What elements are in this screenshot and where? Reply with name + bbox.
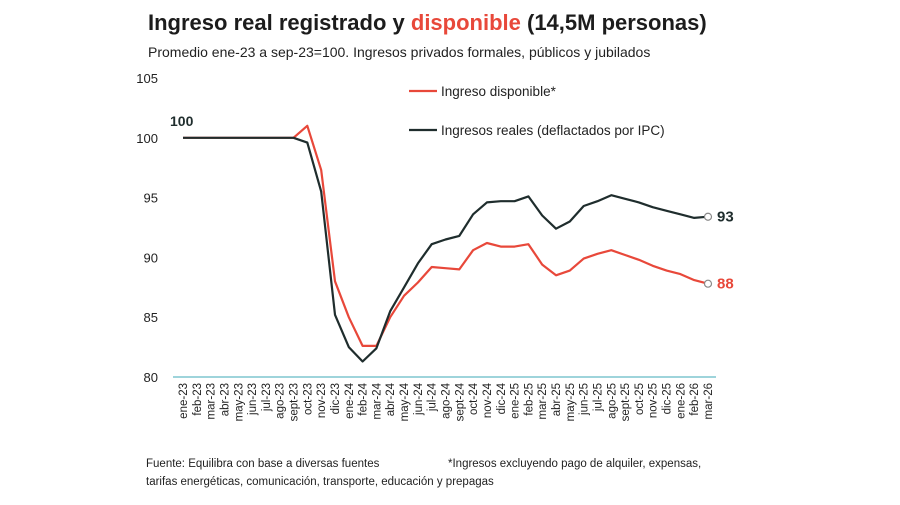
- x-tick-label: ago-23: [275, 383, 287, 419]
- legend-label-disponible: Ingreso disponible*: [441, 84, 557, 99]
- series-line-disponible: [183, 124, 709, 347]
- x-tick-label: ene-25: [510, 383, 522, 419]
- x-tick-label: dic-24: [496, 382, 508, 414]
- x-tick-label: mar-24: [371, 382, 383, 419]
- y-tick-label: 95: [144, 191, 158, 206]
- x-tick-label: ene-26: [675, 383, 687, 419]
- source-note-line2: tarifas energéticas, comunicación, trans…: [146, 476, 494, 488]
- title-prefix: Ingreso real registrado y: [148, 10, 411, 35]
- end-marker-reales: [703, 212, 713, 221]
- chart-subtitle: Promedio ene-23 a sep-23=100. Ingresos p…: [148, 44, 651, 60]
- x-tick-label: jun-24: [413, 382, 425, 416]
- end-marker-disponible: [703, 279, 713, 288]
- start-label-reales: 100: [170, 113, 194, 129]
- x-tick-label: feb-24: [358, 382, 370, 415]
- x-tick-label: nov-24: [482, 382, 494, 418]
- x-tick-label: ene-23: [178, 383, 190, 419]
- title-highlight: disponible: [410, 10, 521, 35]
- x-tick-label: sept-24: [454, 382, 466, 421]
- x-tick-label: mar-26: [703, 383, 715, 419]
- y-tick-label: 80: [144, 370, 158, 385]
- x-tick-label: abr-25: [551, 383, 563, 416]
- x-tick-label: nov-23: [316, 383, 328, 418]
- x-tick-label: sept-25: [620, 383, 632, 421]
- x-tick-label: oct-23: [302, 383, 314, 415]
- legend-label-reales: Ingresos reales (deflactados por IPC): [441, 123, 665, 138]
- x-tick-label: feb-26: [689, 383, 701, 416]
- x-tick-label: ago-25: [606, 383, 618, 419]
- y-tick-label: 85: [144, 310, 158, 325]
- end-label-disponible: 88: [717, 276, 734, 293]
- x-tick-label: abr-24: [385, 382, 397, 416]
- x-tick-label: feb-23: [192, 383, 204, 416]
- x-tick-label: jun-25: [579, 383, 591, 416]
- y-tick-label: 90: [144, 250, 158, 265]
- x-tick-label: dic-23: [330, 383, 342, 414]
- title-suffix: (14,5M personas): [520, 10, 707, 35]
- x-tick-label: sept-23: [289, 383, 301, 421]
- x-tick-label: oct-25: [634, 383, 646, 415]
- x-tick-label: jul-24: [427, 382, 439, 412]
- x-tick-label: jun-23: [247, 383, 259, 416]
- series-line-reales: [183, 136, 709, 363]
- x-tick-label: feb-25: [523, 383, 535, 416]
- x-tick-label: dic-25: [662, 383, 674, 414]
- x-tick-label: mar-23: [206, 383, 218, 419]
- x-tick-label: jul-23: [261, 383, 273, 412]
- x-tick-label: abr-23: [219, 383, 231, 416]
- x-tick-label: may-24: [399, 382, 411, 421]
- end-label-reales: 93: [717, 209, 734, 226]
- x-tick-label: oct-24: [468, 382, 480, 415]
- x-tick-label: nov-25: [648, 383, 660, 418]
- x-tick-label: may-25: [565, 383, 577, 421]
- chart-title: Ingreso real registrado y disponible (14…: [148, 10, 707, 36]
- source-note-line1: Fuente: Equilibra con base a diversas fu…: [146, 458, 380, 470]
- x-tick-label: ene-24: [344, 382, 356, 418]
- x-tick-label: mar-25: [537, 383, 549, 419]
- y-tick-label: 105: [136, 71, 158, 86]
- x-tick-label: ago-24: [441, 382, 453, 418]
- footnote: *Ingresos excluyendo pago de alquiler, e…: [448, 458, 702, 470]
- x-tick-label: may-23: [233, 383, 245, 421]
- x-tick-label: jul-25: [592, 383, 604, 412]
- y-tick-label: 100: [136, 131, 158, 146]
